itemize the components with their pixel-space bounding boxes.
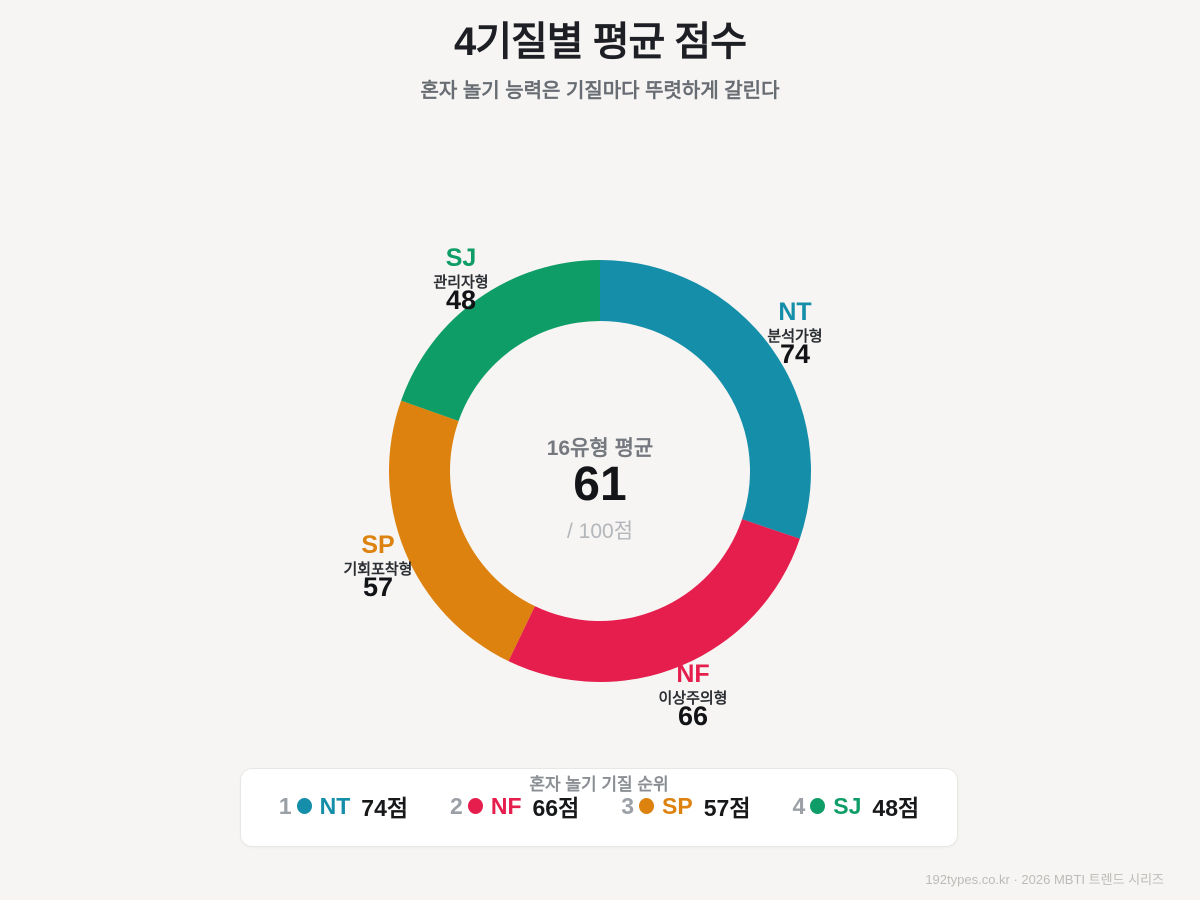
callout-sp-code: SP <box>361 531 395 559</box>
page-subtitle: 혼자 놀기 능력은 기질마다 뚜렷하게 갈린다 <box>420 80 780 102</box>
legend-dot-nt-icon <box>296 798 312 814</box>
footer-credit: 192types.co.kr · 2026 MBTI 트렌드 시리즈 <box>925 872 1164 887</box>
callout-sp-name: 기회포착형 <box>343 561 413 578</box>
header: 4기질별 평균 점수 혼자 놀기 능력은 기질마다 뚜렷하게 갈린다 <box>0 20 1200 103</box>
legend-score-nt: 74점 <box>361 795 409 821</box>
legend-item-nt: 1 NT 74점 <box>279 789 408 823</box>
callout-sp-value: 57 <box>362 572 394 602</box>
callout-nf-code: NF <box>676 660 710 688</box>
legend-code-sj: SJ <box>833 792 862 819</box>
donut-chart-svg <box>389 260 811 682</box>
legend-rank-4: 4 <box>792 792 806 819</box>
callout-nf-value: 66 <box>677 701 709 731</box>
callout-sj: SJ 관리자형 48 <box>381 246 541 314</box>
legend-code-sp: SP <box>662 792 693 819</box>
legend-dot-sj-icon <box>810 798 826 814</box>
legend-items: 1 NT 74점 2 NF 66점 3 SP 57점 4 SJ 48점 <box>241 789 957 823</box>
legend-dot-nf-icon <box>467 798 483 814</box>
callout-nf: NF 이상주의형 66 <box>613 662 773 730</box>
callout-sj-value: 48 <box>445 285 477 315</box>
legend-score-nf: 66점 <box>532 795 580 821</box>
donut-segment-sj <box>401 260 600 421</box>
donut-center-denominator: / 100점 <box>566 520 634 543</box>
callout-nt-code: NT <box>778 298 812 326</box>
legend-rank-3: 3 <box>621 792 635 819</box>
donut-center-text: 16유형 평균 61 / 100점 <box>450 438 750 545</box>
legend-item-sj: 4 SJ 48점 <box>792 789 919 823</box>
callout-sp: SP 기회포착형 57 <box>298 533 458 601</box>
legend-rank-2: 2 <box>450 792 463 819</box>
donut-chart <box>385 256 815 686</box>
legend-score-sj: 48점 <box>872 795 920 821</box>
donut-segment-nf <box>508 519 800 682</box>
legend-item-nf: 2 NF 66점 <box>450 789 579 823</box>
donut-center-label: 16유형 평균 <box>546 437 654 460</box>
legend-dot-sp-icon <box>639 798 655 814</box>
callout-nt-name: 분석가형 <box>767 328 823 345</box>
legend-title: 혼자 놀기 기질 순위 <box>529 775 669 794</box>
donut-segment-sp <box>389 400 535 662</box>
callout-nf-name: 이상주의형 <box>658 690 728 707</box>
callout-sj-code: SJ <box>445 244 477 272</box>
donut-center-value: 61 <box>573 458 627 511</box>
callout-nt-value: 74 <box>779 339 811 369</box>
legend-rank-1: 1 <box>278 792 292 819</box>
donut-segment-nt <box>600 260 811 539</box>
callout-nt: NT 분석가형 74 <box>715 300 875 368</box>
legend-code-nt: NT <box>319 792 351 819</box>
page-title: 4기질별 평균 점수 <box>453 20 747 64</box>
legend-box: 혼자 놀기 기질 순위 1 NT 74점 2 NF 66점 3 SP 57점 4… <box>240 768 958 847</box>
legend-code-nf: NF <box>490 792 522 819</box>
callout-sj-name: 관리자형 <box>433 274 489 291</box>
legend-item-sp: 3 SP 57점 <box>621 789 750 823</box>
legend-score-sp: 57점 <box>703 795 751 821</box>
